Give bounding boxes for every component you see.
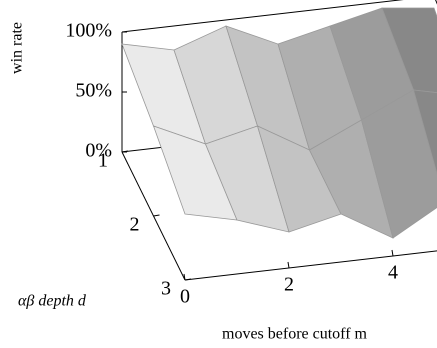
z-tick-label: 0%: [85, 140, 112, 162]
x-tick-label: 2: [284, 274, 294, 296]
z-axis-label: win rate: [9, 22, 26, 74]
y-tick-label: 2: [130, 214, 140, 236]
y-axis-label: αβ depth d: [18, 293, 87, 310]
axis-line: [184, 250, 437, 281]
z-tick-label: 100%: [65, 20, 112, 42]
y-tick-label: 1: [98, 150, 108, 172]
y-tick-label: 3: [161, 278, 171, 300]
y-tick: [153, 214, 160, 217]
x-tick: [391, 249, 394, 257]
x-tick: [183, 273, 186, 281]
x-axis-label: moves before cutoff m: [222, 326, 368, 343]
surface-patch: [381, 7, 437, 94]
z-tick-label: 50%: [75, 80, 112, 102]
surface-patch: [412, 89, 437, 176]
x-tick: [287, 261, 290, 269]
x-tick-label: 4: [388, 262, 398, 284]
x-tick-label: 0: [180, 286, 190, 308]
surface-patch: [361, 89, 437, 239]
axis-line: [121, 0, 404, 33]
y-tick: [121, 150, 129, 153]
